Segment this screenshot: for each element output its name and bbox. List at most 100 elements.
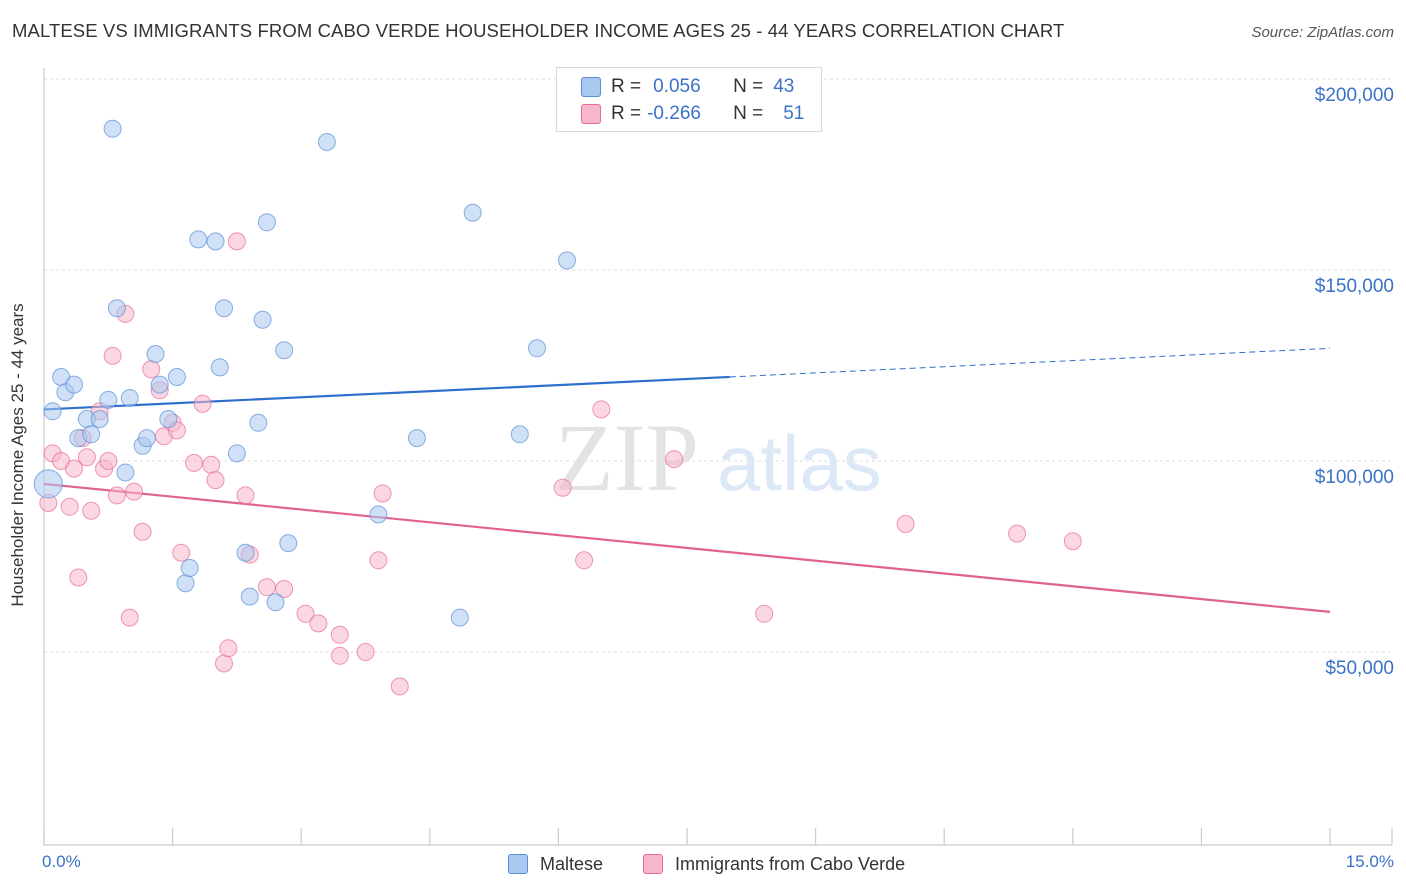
point-cabo-verde <box>369 551 388 570</box>
point-maltese <box>279 534 298 553</box>
point-maltese <box>167 368 186 386</box>
point-maltese <box>159 410 178 428</box>
n-label: N = <box>733 76 764 97</box>
point-maltese <box>137 429 156 448</box>
point-maltese <box>240 587 259 606</box>
source-credit: Source: ZipAtlas.com <box>1251 24 1394 41</box>
point-maltese <box>99 390 118 409</box>
point-maltese <box>206 232 225 251</box>
legend-swatch-maltese <box>508 854 528 874</box>
point-maltese <box>43 402 62 421</box>
y-axis-label: Householder Income Ages 25 - 44 years <box>8 303 27 607</box>
point-cabo-verde <box>896 515 915 533</box>
legend-swatch-maltese <box>581 77 601 97</box>
point-maltese <box>176 574 195 593</box>
point-cabo-verde <box>103 346 122 365</box>
n-value-maltese: 43 <box>773 76 795 97</box>
point-maltese <box>180 559 199 577</box>
point-cabo-verde <box>1008 524 1027 543</box>
point-maltese <box>120 389 139 407</box>
point-maltese <box>450 608 469 627</box>
point-cabo-verde <box>99 452 118 470</box>
point-maltese <box>510 425 529 444</box>
point-maltese <box>463 203 482 222</box>
point-maltese <box>215 299 233 318</box>
point-cabo-verde <box>107 486 126 505</box>
y-tick-label: $150,000 <box>1314 276 1394 297</box>
legend-swatch-cabo-verde <box>581 104 601 124</box>
watermark-atlas: atlas <box>717 419 882 507</box>
legend-item-maltese[interactable]: Maltese <box>508 850 603 878</box>
point-cabo-verde <box>296 604 315 623</box>
legend-item-cabo-verde[interactable]: Immigrants from Cabo Verde <box>643 850 905 878</box>
point-cabo-verde <box>65 459 83 478</box>
point-maltese <box>33 469 63 499</box>
point-cabo-verde <box>120 608 139 627</box>
point-cabo-verde <box>553 478 572 497</box>
point-maltese <box>210 358 229 377</box>
point-cabo-verde <box>309 614 328 633</box>
point-cabo-verde <box>1063 532 1082 551</box>
point-cabo-verde <box>390 677 409 696</box>
axes <box>43 68 1393 846</box>
correlation-legend: R = 0.056 N = 43 R = -0.266 N = 51 <box>556 67 822 132</box>
y-tick-label: $200,000 <box>1314 85 1394 106</box>
r-label: R = <box>611 76 642 97</box>
legend-label-maltese: Maltese <box>540 853 604 874</box>
y-tick-label: $50,000 <box>1325 658 1394 679</box>
point-cabo-verde <box>373 484 392 503</box>
point-cabo-verde <box>133 522 152 541</box>
point-cabo-verde <box>185 453 203 472</box>
point-maltese <box>257 213 276 232</box>
point-maltese <box>90 410 109 428</box>
point-cabo-verde <box>77 448 96 467</box>
r-value-cabo-verde: -0.266 <box>647 103 701 124</box>
point-cabo-verde <box>206 471 225 490</box>
point-maltese <box>317 133 336 151</box>
point-maltese <box>369 505 388 524</box>
point-cabo-verde <box>202 455 221 474</box>
watermark: ZIP atlas <box>555 404 882 511</box>
point-maltese <box>266 593 285 612</box>
point-cabo-verde <box>330 625 349 644</box>
point-cabo-verde <box>172 543 191 562</box>
r-value-maltese: 0.056 <box>653 76 701 97</box>
point-maltese <box>236 543 255 562</box>
point-maltese <box>146 345 165 363</box>
n-value-cabo-verde: 51 <box>783 103 805 124</box>
point-maltese <box>107 299 126 318</box>
trend-line-maltese-projection <box>729 347 1331 378</box>
point-cabo-verde <box>330 646 349 665</box>
point-cabo-verde <box>215 654 233 673</box>
point-maltese <box>407 429 426 448</box>
point-cabo-verde <box>125 482 143 501</box>
point-maltese <box>275 341 294 360</box>
point-maltese <box>82 425 101 444</box>
legend-swatch-cabo-verde <box>643 854 663 874</box>
trend-line-cabo-verde <box>43 482 1331 613</box>
x-tick-label-min: 0.0% <box>42 852 81 871</box>
chart-title: MALTESE VS IMMIGRANTS FROM CABO VERDE HO… <box>12 20 1065 41</box>
point-maltese <box>116 463 135 482</box>
point-maltese <box>558 251 576 270</box>
trend-lines <box>43 347 1331 613</box>
point-cabo-verde <box>665 450 684 469</box>
point-cabo-verde <box>69 568 88 587</box>
point-cabo-verde <box>275 580 294 598</box>
r-label: R = <box>611 103 642 124</box>
legend-row-cabo-verde: R = -0.266 N = 51 <box>557 100 804 128</box>
trend-line-maltese <box>43 375 730 411</box>
point-cabo-verde <box>236 486 255 505</box>
point-cabo-verde <box>193 394 212 413</box>
point-cabo-verde <box>592 400 611 419</box>
point-maltese <box>189 230 208 249</box>
point-cabo-verde <box>219 639 238 658</box>
point-cabo-verde <box>82 501 101 520</box>
legend-row-maltese: R = 0.056 N = 43 <box>557 73 794 101</box>
n-label: N = <box>733 103 764 124</box>
point-maltese <box>249 413 268 432</box>
point-cabo-verde <box>257 578 276 597</box>
point-cabo-verde <box>356 643 375 661</box>
point-maltese <box>65 375 83 394</box>
